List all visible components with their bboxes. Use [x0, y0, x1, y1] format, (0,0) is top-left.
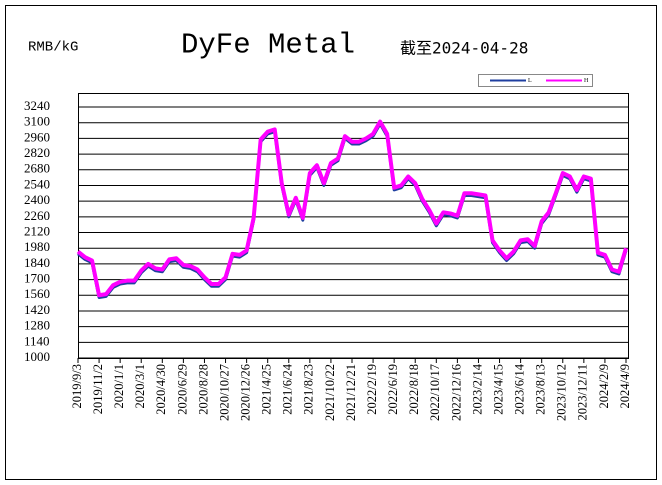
y-tick-label: 1840 — [24, 255, 50, 270]
x-tick-label: 2020/12/26 — [238, 364, 252, 421]
x-tick-label: 2023/10/12 — [555, 364, 569, 421]
x-tick-label: 2021/12/21 — [344, 364, 358, 421]
x-tick-label: 2024/4/9 — [618, 364, 632, 408]
y-tick-label: 1560 — [24, 286, 50, 301]
x-tick-label: 2023/12/11 — [576, 364, 590, 420]
y-tick-label: 2260 — [24, 208, 50, 223]
chart-title: DyFe Metal — [181, 29, 355, 62]
x-tick-label: 2021/8/23 — [302, 364, 316, 415]
x-tick-label: 2024/2/9 — [597, 364, 611, 408]
y-tick-label: 1700 — [24, 271, 50, 286]
x-tick-label: 2020/8/28 — [196, 364, 210, 415]
legend-label: L — [528, 78, 532, 84]
x-tick-label: 2022/10/17 — [428, 364, 442, 421]
legend-label: H — [584, 78, 589, 84]
x-tick-label: 2023/8/13 — [534, 364, 548, 415]
y-tick-label: 3100 — [24, 114, 50, 129]
x-tick-label: 2023/4/15 — [491, 364, 505, 415]
y-tick-label: 2120 — [24, 223, 50, 238]
y-tick-label: 2820 — [24, 145, 50, 160]
series-line — [76, 119, 628, 298]
x-tick-label: 2023/2/14 — [470, 363, 484, 414]
x-tick-label: 2020/10/27 — [217, 364, 231, 421]
x-tick-label: 2019/9/3 — [70, 364, 84, 408]
x-tick-label: 2021/6/24 — [281, 363, 295, 414]
x-tick-label: 2021/10/22 — [323, 364, 337, 421]
y-tick-label: 1420 — [24, 302, 50, 317]
y-tick-label: 1140 — [24, 333, 50, 348]
x-tick-label: 2022/12/16 — [449, 364, 463, 421]
y-tick-label: 2400 — [24, 192, 50, 207]
y-tick-label: 2960 — [24, 129, 50, 144]
x-tick-label: 2022/6/19 — [386, 364, 400, 415]
plot-frame — [78, 93, 629, 359]
legend-box — [478, 74, 593, 87]
x-tick-label: 2023/6/14 — [512, 363, 526, 414]
x-tick-label: 2020/1/1 — [112, 364, 126, 408]
y-tick-label: 3240 — [24, 98, 50, 113]
y-tick-label: 1980 — [24, 239, 50, 254]
y-tick-label: 2540 — [24, 176, 50, 191]
subtitle: 截至2024-04-28 — [400, 39, 528, 58]
x-tick-label: 2020/3/1 — [133, 364, 147, 408]
x-tick-label: 2022/2/19 — [365, 364, 379, 415]
x-tick-label: 2021/4/25 — [260, 364, 274, 415]
y-tick-label: 2680 — [24, 161, 50, 176]
x-tick-label: 2020/4/30 — [154, 364, 168, 415]
y-tick-label: 1280 — [24, 318, 50, 333]
x-tick-label: 2019/11/2 — [91, 364, 105, 414]
x-tick-label: 2020/6/29 — [175, 364, 189, 415]
unit-label: RMB/kG — [28, 40, 78, 56]
x-tick-label: 2022/8/18 — [407, 364, 421, 415]
y-tick-label: 1000 — [24, 349, 50, 364]
